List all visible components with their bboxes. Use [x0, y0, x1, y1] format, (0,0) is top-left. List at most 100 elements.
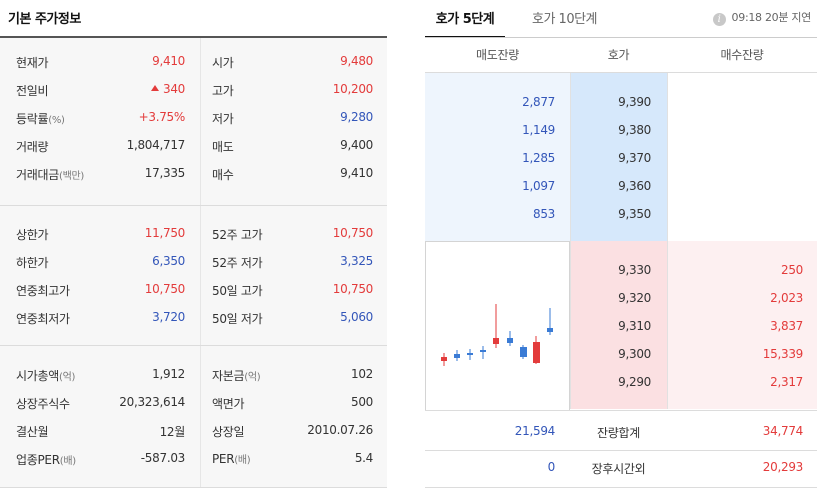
tab-orderbook-5[interactable]: 호가 5단계: [425, 8, 505, 38]
column-divider: [667, 73, 668, 409]
info-row: 현재가 9,410 시가 9,480: [0, 48, 387, 76]
info-value: 3,720: [152, 310, 185, 324]
column-divider: [200, 346, 201, 488]
ask-volume: 1,285: [522, 151, 555, 165]
ask-price[interactable]: 9,360: [618, 179, 651, 193]
block-divider: [0, 345, 387, 346]
bid-volume-area: [667, 241, 817, 409]
info-value: 340: [150, 82, 185, 96]
info-value: 3,325: [340, 254, 373, 268]
title-divider: [0, 36, 387, 38]
total-remaining-label: 잔량합계: [597, 426, 640, 440]
delay-notice: i 09:18 20분 지연: [712, 9, 811, 26]
info-row: 거래량 1,804,717 매도 9,400: [0, 132, 387, 160]
bid-volume: 15,339: [762, 347, 804, 361]
info-label: 52주 고가: [212, 228, 263, 242]
info-label: 액면가: [212, 397, 245, 411]
info-value: 2010.07.26: [307, 423, 373, 437]
ask-price[interactable]: 9,370: [618, 151, 651, 165]
info-value: 5,060: [340, 310, 373, 324]
info-value: 500: [350, 395, 373, 409]
bid-price[interactable]: 9,290: [618, 375, 651, 389]
bid-price[interactable]: 9,320: [618, 291, 651, 305]
block-divider: [0, 487, 387, 488]
candle-body: [493, 338, 499, 344]
mini-candlestick-chart: [425, 241, 570, 411]
candle-body: [507, 338, 513, 343]
panel-title: 기본 주가정보: [8, 12, 81, 27]
candle-body: [454, 354, 460, 358]
bid-volume: 3,837: [770, 319, 803, 333]
info-value: 10,200: [332, 82, 374, 96]
info-label: 50일 저가: [212, 312, 263, 326]
info-row: 하한가 6,350 52주 저가 3,325: [0, 248, 387, 276]
info-row: 거래대금(백만) 17,335 매수 9,410: [0, 160, 387, 188]
ask-volume: 1,097: [522, 179, 555, 193]
after-hours-ask-volume: 0: [547, 460, 556, 474]
info-label: 52주 저가: [212, 256, 263, 270]
summary-divider: [425, 487, 817, 488]
ask-price[interactable]: 9,350: [618, 207, 651, 221]
info-label: 시가총액(억): [16, 369, 76, 383]
info-label: 전일비: [16, 84, 49, 98]
basic-stock-info-panel: 기본 주가정보 현재가 9,410 시가 9,480 전일비 340 고가 10,200 등락률…: [0, 0, 387, 496]
info-value: 9,400: [340, 138, 373, 152]
info-label: 연중최고가: [16, 284, 70, 298]
info-label: 상장일: [212, 425, 245, 439]
tab-orderbook-10[interactable]: 호가 10단계: [532, 12, 598, 27]
info-label: 매도: [212, 140, 234, 154]
bid-price[interactable]: 9,310: [618, 319, 651, 333]
price-info-block: 현재가 9,410 시가 9,480 전일비 340 고가 10,200 등락률(%) +3.75…: [0, 38, 387, 206]
info-value: 20,323,614: [119, 395, 185, 409]
info-label: 상장주식수: [16, 397, 70, 411]
info-label: 고가: [212, 84, 234, 98]
ask-price[interactable]: 9,380: [618, 123, 651, 137]
info-row: 등락률(%) +3.75% 저가 9,280: [0, 104, 387, 132]
info-value: 9,410: [340, 166, 373, 180]
info-label: 현재가: [16, 56, 49, 70]
column-divider: [200, 206, 201, 346]
after-hours-label: 장후시간외: [591, 462, 646, 476]
info-label: 자본금(억): [212, 369, 261, 383]
candle-body: [547, 328, 553, 332]
column-divider: [570, 73, 571, 409]
candle-body: [441, 357, 447, 361]
header-bid-volume: 매수잔량: [720, 48, 764, 62]
info-label: PER(배): [212, 452, 251, 466]
info-value: 9,280: [340, 110, 373, 124]
ask-volume: 2,877: [522, 95, 555, 109]
info-value: 12월: [159, 425, 186, 439]
total-ask-volume: 21,594: [514, 424, 556, 438]
info-row: 연중최저가 3,720 50일 저가 5,060: [0, 304, 387, 332]
orderbook-panel: 호가 5단계 호가 10단계 i 09:18 20분 지연 매도잔량 호가 매수잔…: [425, 0, 817, 496]
info-label: 업종PER(배): [16, 453, 76, 467]
company-info-block: 시가총액(억) 1,912 자본금(억) 102 상장주식수 20,323,614 액면가 5…: [0, 346, 387, 488]
info-value: +3.75%: [138, 110, 186, 124]
candle-body: [480, 350, 486, 352]
info-value: 10,750: [332, 226, 374, 240]
info-row: 연중최고가 10,750 50일 고가 10,750: [0, 276, 387, 304]
bid-price[interactable]: 9,300: [618, 347, 651, 361]
bid-price-area: [570, 241, 667, 409]
candle-body: [467, 353, 473, 355]
ask-price[interactable]: 9,390: [618, 95, 651, 109]
header-ask-volume: 매도잔량: [476, 48, 519, 62]
candlestick-svg: [441, 304, 553, 366]
info-icon[interactable]: i: [712, 13, 726, 26]
info-row: 상한가 11,750 52주 고가 10,750: [0, 220, 387, 248]
info-label: 저가: [212, 112, 234, 126]
info-value: 102: [350, 367, 373, 381]
info-label: 거래량: [16, 140, 49, 154]
bid-volume: 250: [780, 263, 803, 277]
info-label: 등락률(%): [16, 112, 65, 126]
info-value: 10,750: [144, 282, 186, 296]
block-divider: [0, 205, 387, 206]
info-value: 9,480: [340, 54, 373, 68]
header-divider: [425, 72, 817, 73]
range-info-block: 상한가 11,750 52주 고가 10,750 하한가 6,350 52주 저가 3,325…: [0, 206, 387, 346]
ask-volume-area: [425, 73, 570, 241]
bid-price[interactable]: 9,330: [618, 263, 651, 277]
ask-price-area: [570, 73, 667, 241]
ask-volume: 853: [532, 207, 555, 221]
column-divider: [200, 38, 201, 206]
